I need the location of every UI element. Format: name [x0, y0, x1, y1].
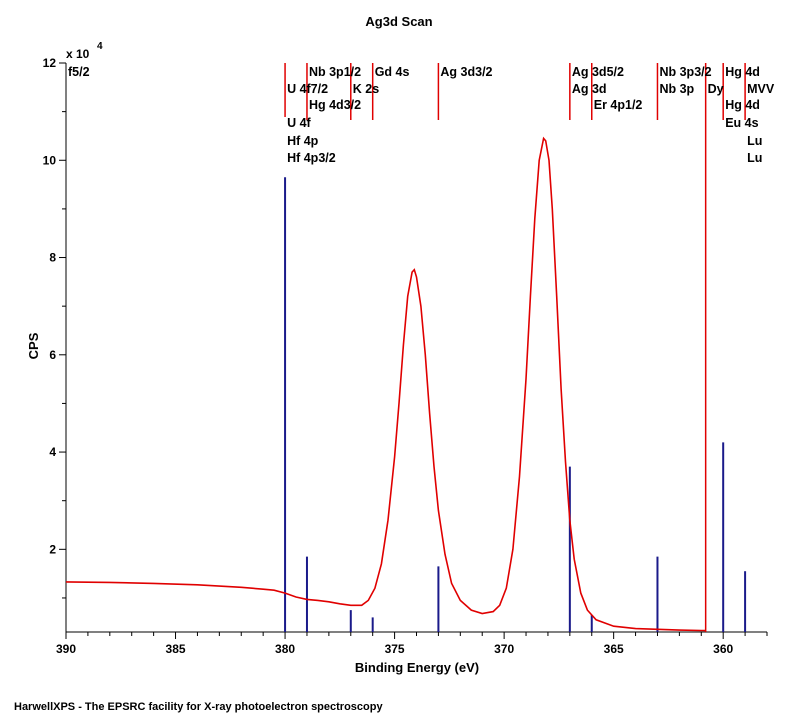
- peak-annotation: Nb 3p3/2: [659, 65, 711, 79]
- y-tick-label: 6: [49, 348, 56, 362]
- x-tick-label: 390: [56, 642, 76, 656]
- xps-chart: Ag3d Scan x 10 4 f5/2 U 4f7/2 U 4f Hf 4p Hf …: [0, 0, 796, 720]
- exponent-label: x 10 4: [66, 41, 103, 61]
- peak-annotation: K 2s: [353, 82, 379, 96]
- peak-annotation: Dy: [708, 82, 724, 96]
- peak-annotation: U 4f7/2: [287, 82, 328, 96]
- peak-annotation: f5/2: [68, 65, 90, 79]
- y-axis-label: CPS: [26, 332, 41, 359]
- y-tick-label: 2: [49, 542, 56, 556]
- peak-annotation: Ag 3d: [572, 82, 607, 96]
- spectrum-line: [66, 138, 706, 630]
- peak-annotations: f5/2 U 4f7/2 U 4f Hf 4p Hf 4p3/2 Nb 3p1/2 Hg 4…: [68, 65, 775, 165]
- peak-annotation: Hg 4d3/2: [309, 98, 361, 112]
- x-axis: 390 385 380 375 370 365 360: [56, 632, 767, 656]
- peak-annotation: Hg 4d: [725, 65, 760, 79]
- peak-annotation: Gd 4s: [375, 65, 410, 79]
- chart-title: Ag3d Scan: [365, 14, 432, 29]
- peak-annotation: Ag 3d3/2: [440, 65, 492, 79]
- plot-frame: [66, 63, 767, 632]
- x-tick-label: 380: [275, 642, 295, 656]
- y-tick-label: 10: [43, 153, 57, 167]
- y-tick-label: 4: [49, 445, 56, 459]
- x-tick-label: 360: [713, 642, 733, 656]
- peak-annotation: U 4f: [287, 116, 311, 130]
- peak-annotation: Eu 4s: [725, 116, 758, 130]
- x-tick-label: 375: [385, 642, 405, 656]
- peak-annotation: Hf 4p3/2: [287, 151, 336, 165]
- reference-lines: [285, 177, 745, 632]
- peak-annotation: Lu: [747, 134, 762, 148]
- x-tick-label: 365: [604, 642, 624, 656]
- exponent-base: x 10: [66, 47, 90, 61]
- peak-markers: [285, 63, 745, 632]
- peak-annotation: Hf 4p: [287, 134, 319, 148]
- peak-annotation: Lu: [747, 151, 762, 165]
- peak-annotation: MVV: [747, 82, 775, 96]
- peak-annotation: Er 4p1/2: [594, 98, 643, 112]
- peak-annotation: Nb 3p1/2: [309, 65, 361, 79]
- y-tick-label: 8: [49, 251, 56, 265]
- peak-annotation: Ag 3d5/2: [572, 65, 624, 79]
- y-axis: 2 4 6 8 10 12: [43, 56, 66, 598]
- footer-credit: HarwellXPS - The EPSRC facility for X-ra…: [14, 701, 383, 713]
- exponent-power: 4: [97, 41, 103, 52]
- x-tick-label: 370: [494, 642, 514, 656]
- peak-annotation: Nb 3p: [659, 82, 694, 96]
- peak-annotation: Hg 4d: [725, 98, 760, 112]
- x-tick-label: 385: [166, 642, 186, 656]
- x-axis-label: Binding Energy (eV): [355, 660, 479, 675]
- y-tick-label: 12: [43, 56, 57, 70]
